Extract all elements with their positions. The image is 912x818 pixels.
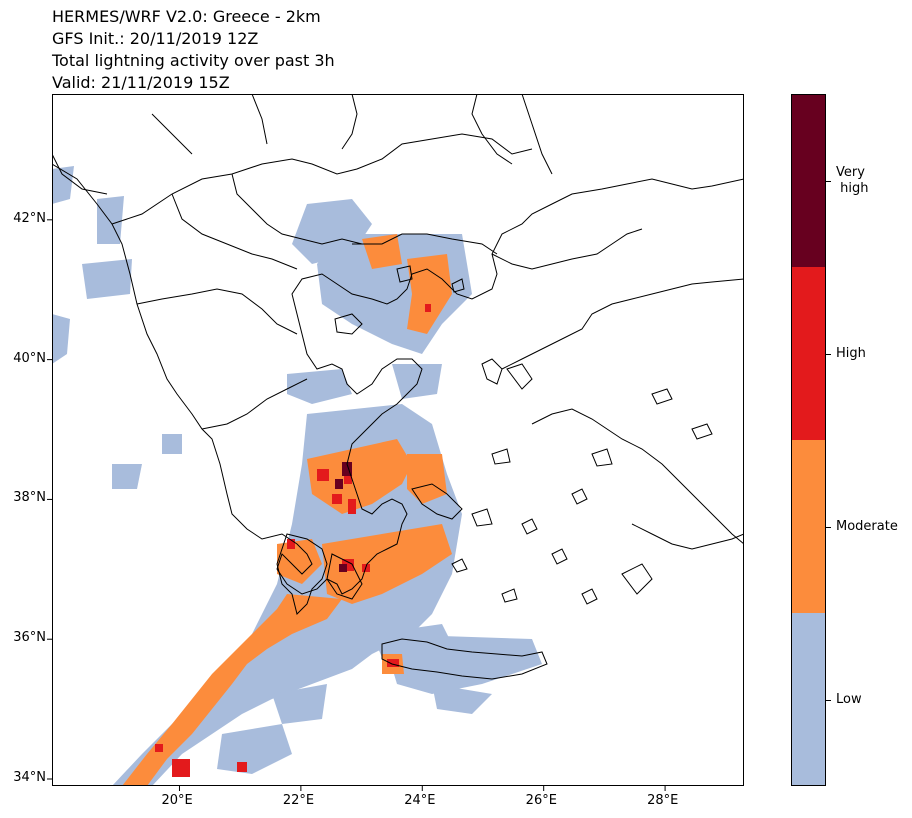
title-line-model: HERMES/WRF V2.0: Greece - 2km: [52, 7, 321, 26]
lat-tick-label: 40°N: [13, 350, 46, 366]
colorbar-label: Moderate: [836, 518, 898, 534]
colorbar-segment: [791, 94, 826, 267]
lon-tick-label: 28°E: [647, 793, 679, 808]
lat-tick-label: 34°N: [13, 770, 46, 785]
map-border: [52, 94, 744, 786]
title-line-valid: Valid: 21/11/2019 15Z: [52, 73, 230, 92]
lightning-field: [52, 166, 542, 786]
map-canvas: [47, 94, 744, 791]
lon-tick-label: 26°E: [525, 793, 557, 808]
colorbar-label: Very high: [836, 164, 869, 196]
colorbar: [791, 94, 826, 786]
title-line-field: Total lightning activity over past 3h: [52, 51, 335, 70]
colorbar-segment: [791, 440, 826, 613]
colorbar-label: High: [836, 345, 866, 361]
lat-tick-label: 38°N: [13, 490, 46, 506]
field-very-high: [335, 462, 352, 572]
coastlines: [52, 94, 744, 680]
colorbar-tick: [826, 526, 831, 528]
figure-title: HERMES/WRF V2.0: Greece - 2km GFS Init.:…: [52, 6, 335, 94]
lat-tick-label: 42°N: [13, 210, 46, 226]
lon-tick-label: 20°E: [161, 793, 193, 808]
colorbar-tick: [826, 180, 831, 182]
colorbar-label: Low: [836, 691, 862, 707]
lat-tick-label: 36°N: [13, 630, 46, 646]
lon-tick-label: 24°E: [404, 793, 436, 808]
lon-tick-label: 22°E: [282, 793, 315, 808]
colorbar-segment: [791, 613, 826, 786]
title-line-init: GFS Init.: 20/11/2019 12Z: [52, 29, 259, 48]
colorbar-tick: [826, 353, 831, 355]
colorbar-border: [791, 94, 826, 786]
colorbar-tick: [826, 699, 831, 701]
map-panel: [47, 94, 744, 791]
colorbar-segment: [791, 267, 826, 440]
